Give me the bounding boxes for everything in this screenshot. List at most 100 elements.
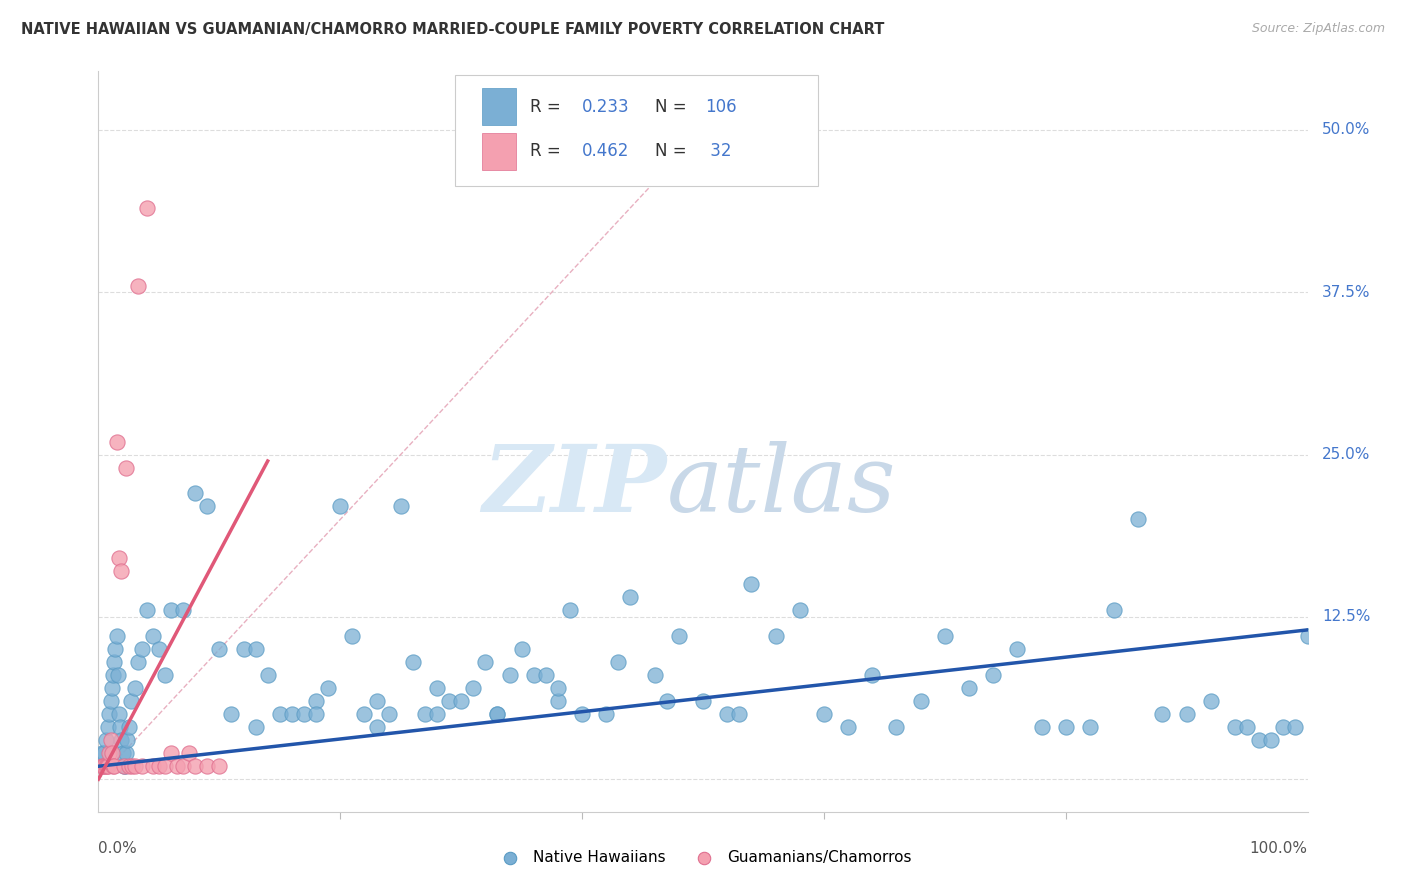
Point: [1102, 603, 1125, 617]
Text: NATIVE HAWAIIAN VS GUAMANIAN/CHAMORRO MARRIED-COUPLE FAMILY POVERTY CORRELATION : NATIVE HAWAIIAN VS GUAMANIAN/CHAMORRO MA…: [21, 22, 884, 37]
Point: [1223, 720, 1246, 734]
Point: [1249, 733, 1271, 747]
Point: [305, 694, 328, 708]
Point: [135, 603, 157, 617]
Point: [112, 759, 135, 773]
Point: [534, 668, 557, 682]
Point: [437, 694, 460, 708]
FancyBboxPatch shape: [482, 88, 516, 126]
Point: [124, 681, 146, 696]
Point: [463, 681, 485, 696]
Point: [245, 720, 267, 734]
Point: [184, 486, 207, 500]
Point: [813, 707, 835, 722]
Point: [94, 733, 117, 747]
Point: [108, 551, 131, 566]
Point: [366, 694, 388, 708]
Point: [91, 759, 114, 773]
Point: [860, 668, 883, 682]
Point: [547, 681, 569, 696]
Point: [97, 759, 120, 773]
Point: [281, 707, 304, 722]
Legend: Native Hawaiians, Guamanians/Chamorros: Native Hawaiians, Guamanians/Chamorros: [489, 844, 917, 871]
Text: 50.0%: 50.0%: [1322, 122, 1371, 137]
Point: [426, 707, 449, 722]
Point: [108, 720, 131, 734]
Point: [1054, 720, 1077, 734]
Point: [91, 746, 114, 760]
Point: [98, 746, 121, 760]
Point: [121, 759, 143, 773]
Point: [208, 642, 231, 657]
Point: [98, 707, 121, 722]
Point: [103, 759, 125, 773]
Point: [510, 642, 533, 657]
Point: [1296, 629, 1319, 643]
Point: [910, 694, 932, 708]
Point: [100, 733, 122, 747]
FancyBboxPatch shape: [482, 133, 516, 169]
Point: [571, 707, 593, 722]
Point: [1031, 720, 1053, 734]
Text: 37.5%: 37.5%: [1322, 285, 1371, 300]
Point: [716, 707, 738, 722]
Point: [474, 656, 496, 670]
Point: [668, 629, 690, 643]
Point: [101, 759, 124, 773]
Point: [1199, 694, 1222, 708]
Point: [127, 278, 149, 293]
Point: [110, 565, 132, 579]
Point: [558, 603, 581, 617]
Point: [765, 629, 787, 643]
Point: [111, 746, 134, 760]
Point: [148, 642, 170, 657]
Point: [1236, 720, 1258, 734]
Point: [105, 434, 128, 449]
Point: [172, 759, 194, 773]
Text: 0.0%: 0.0%: [98, 841, 138, 856]
Point: [115, 460, 138, 475]
Text: 0.233: 0.233: [582, 98, 630, 116]
Point: [402, 656, 425, 670]
Point: [607, 656, 630, 670]
Point: [131, 642, 153, 657]
Point: [94, 759, 117, 773]
Point: [232, 642, 254, 657]
Point: [450, 694, 472, 708]
Point: [96, 759, 118, 773]
Point: [1007, 642, 1029, 657]
Point: [221, 707, 243, 722]
Text: N =: N =: [655, 143, 692, 161]
Text: 25.0%: 25.0%: [1322, 447, 1371, 462]
Point: [166, 759, 188, 773]
Point: [245, 642, 267, 657]
Text: R =: R =: [530, 98, 567, 116]
Point: [789, 603, 811, 617]
Point: [655, 694, 678, 708]
Point: [142, 629, 165, 643]
Text: 32: 32: [706, 143, 733, 161]
Point: [957, 681, 980, 696]
Point: [105, 629, 128, 643]
Text: 100.0%: 100.0%: [1250, 841, 1308, 856]
Point: [1284, 720, 1306, 734]
Text: ZIP: ZIP: [482, 441, 666, 531]
Point: [108, 707, 131, 722]
Point: [172, 603, 194, 617]
Point: [619, 591, 641, 605]
Point: [112, 759, 135, 773]
Point: [377, 707, 399, 722]
Point: [498, 668, 520, 682]
Point: [886, 720, 908, 734]
Text: N =: N =: [655, 98, 692, 116]
Point: [91, 759, 114, 773]
Point: [93, 759, 115, 773]
Point: [153, 668, 176, 682]
Point: [117, 733, 139, 747]
Point: [486, 707, 509, 722]
Point: [837, 720, 859, 734]
Point: [1272, 720, 1295, 734]
Point: [342, 629, 364, 643]
Point: [353, 707, 375, 722]
Point: [728, 707, 751, 722]
